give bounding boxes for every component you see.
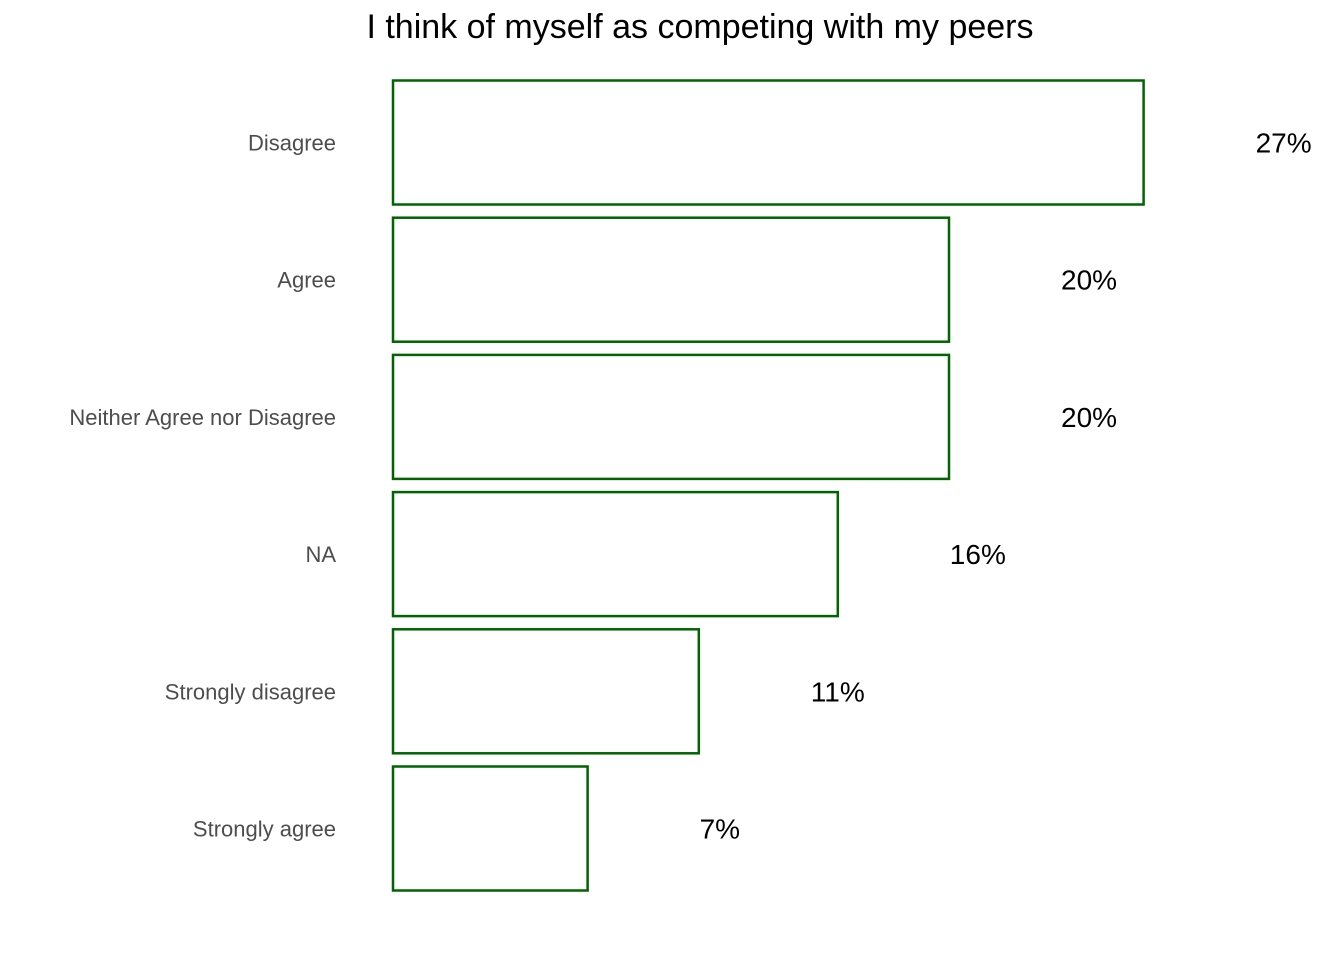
value-label-0: 27% <box>1256 128 1312 159</box>
bar-2 <box>391 353 951 481</box>
bar-5 <box>391 765 589 892</box>
bar-1 <box>391 216 951 343</box>
value-label-4: 11% <box>811 676 865 707</box>
category-labels-group: Disagree Agree Neither Agree nor Disagree N… <box>69 131 336 842</box>
value-label-1: 20% <box>1061 265 1117 296</box>
bar-3 <box>391 490 840 618</box>
category-label-0: Disagree <box>248 131 336 156</box>
value-label-2: 20% <box>1061 402 1117 433</box>
category-label-1: Agree <box>277 268 336 293</box>
value-labels-group: 27% 20% 20% 16% 11% 7% <box>700 128 1312 845</box>
bar-0 <box>391 79 1145 206</box>
bar-4 <box>391 628 701 755</box>
category-label-3: NA <box>305 542 336 567</box>
bars-group <box>391 79 1145 892</box>
value-label-3: 16% <box>950 539 1006 570</box>
value-label-5: 7% <box>700 814 740 845</box>
category-label-5: Strongly agree <box>193 817 336 842</box>
category-label-4: Strongly disagree <box>165 679 336 704</box>
category-label-2: Neither Agree nor Disagree <box>69 405 336 430</box>
chart-title: I think of myself as competing with my p… <box>366 8 1033 46</box>
